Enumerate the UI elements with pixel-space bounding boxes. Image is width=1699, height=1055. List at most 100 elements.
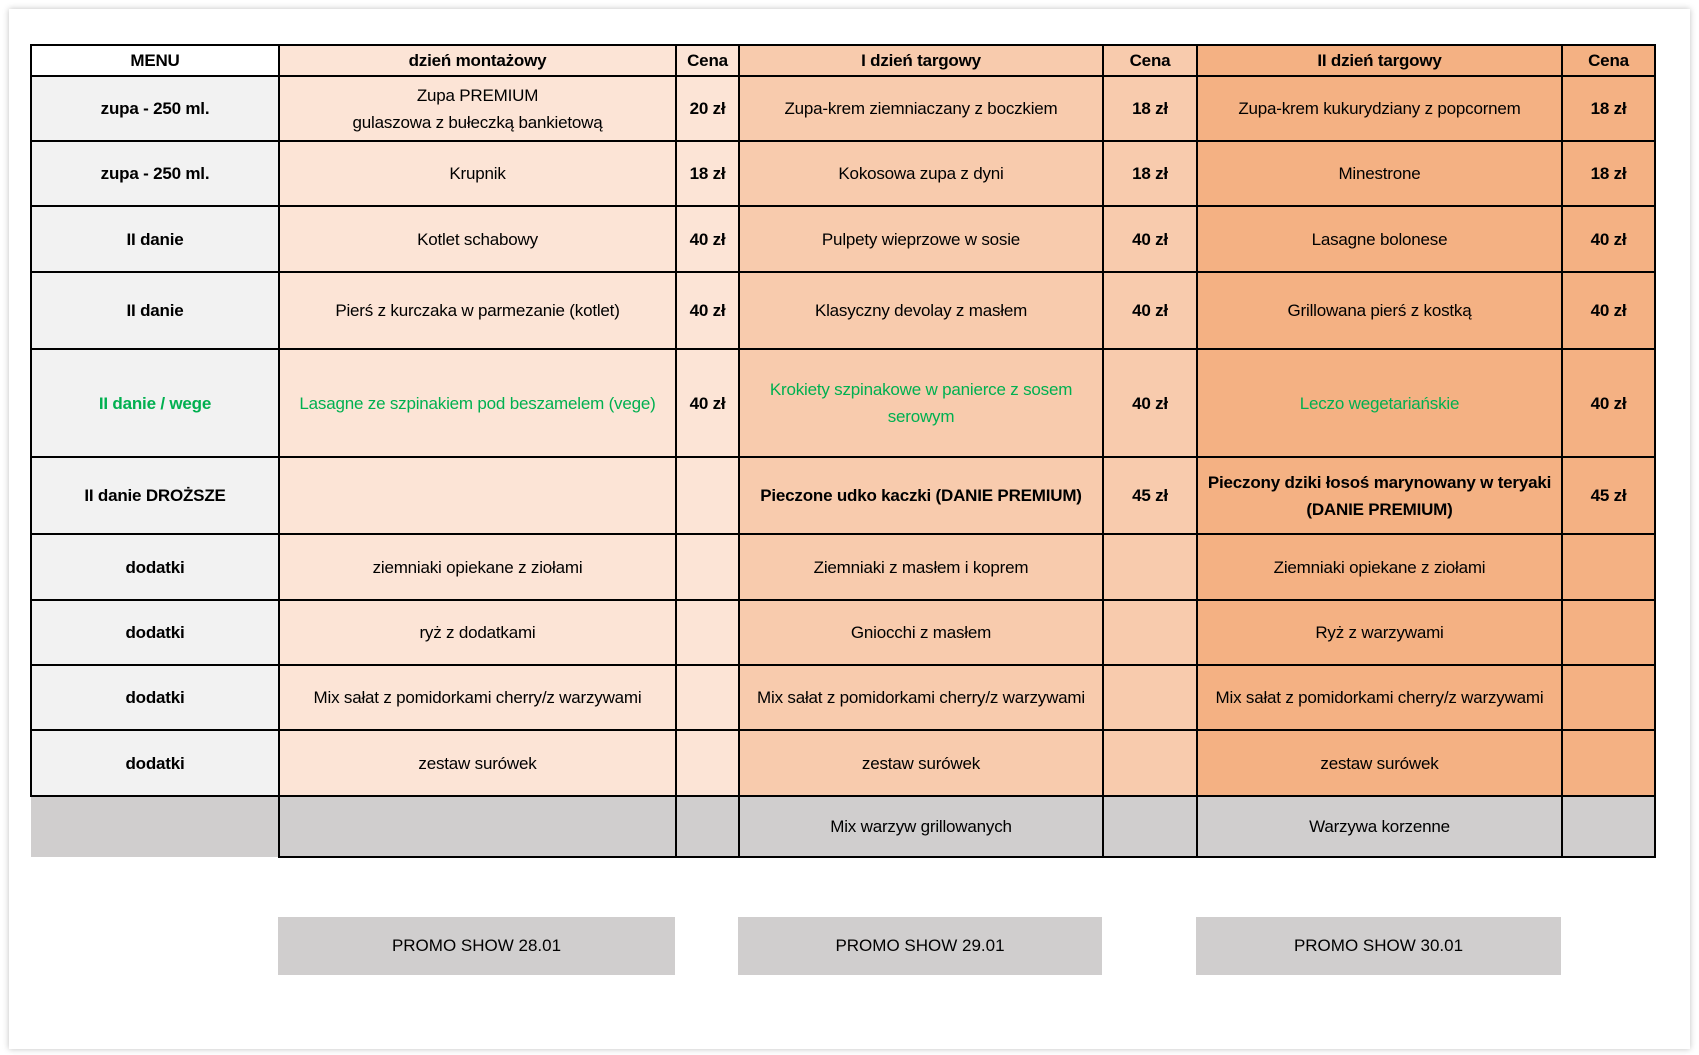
price-day3	[1561, 664, 1656, 731]
header-menu: MENU	[30, 44, 280, 77]
price-day2	[1102, 729, 1198, 797]
header-row: MENU dzień montażowy Cena I dzień targow…	[30, 44, 1656, 77]
price-day3: 18 zł	[1561, 140, 1656, 207]
header-day1: dzień montażowy	[278, 44, 677, 77]
price-day3: 40 zł	[1561, 271, 1656, 350]
price-day3: 40 zł	[1561, 348, 1656, 458]
price-day2: 45 zł	[1102, 456, 1198, 535]
dish-day3: Lasagne bolonese	[1196, 205, 1563, 273]
dish-day3: Ryż z warzywami	[1196, 599, 1563, 666]
menu-row: II danie DROŻSZE Pieczone udko kaczki (DA…	[30, 456, 1656, 535]
dish-day1: Kotlet schabowy	[278, 205, 677, 273]
dish-day2: Gniocchi z masłem	[738, 599, 1104, 666]
price-day1	[675, 456, 740, 535]
promo-show-day3: PROMO SHOW 30.01	[1196, 917, 1561, 975]
row-label: zupa - 250 ml.	[30, 75, 280, 142]
menu-row: dodatki zestaw surówek zestaw surówek zesta…	[30, 729, 1656, 797]
price-day3: 40 zł	[1561, 205, 1656, 273]
price-day1: 20 zł	[675, 75, 740, 142]
dish-day2: Kokosowa zupa z dyni	[738, 140, 1104, 207]
dish-day2: Pulpety wieprzowe w sosie	[738, 205, 1104, 273]
dish-day1: Pierś z kurczaka w parmezanie (kotlet)	[278, 271, 677, 350]
row-label: II danie / wege	[30, 348, 280, 458]
header-day3: II dzień targowy	[1196, 44, 1563, 77]
dish-day2: Mix sałat z pomidorkami cherry/z warzywa…	[738, 664, 1104, 731]
menu-row: zupa - 250 ml. Krupnik 18 zł Kokosowa zupa …	[30, 140, 1656, 207]
dish-day3: Pieczony dziki łosoś marynowany w teryak…	[1196, 456, 1563, 535]
dish-day2: Pieczone udko kaczki (DANIE PREMIUM)	[738, 456, 1104, 535]
dish-day3: Zupa-krem kukurydziany z popcornem	[1196, 75, 1563, 142]
price-day2: 40 zł	[1102, 205, 1198, 273]
dish-day2: Krokiety szpinakowe w panierce z sosem s…	[738, 348, 1104, 458]
promo-show-day2: PROMO SHOW 29.01	[738, 917, 1102, 975]
price-day1	[675, 729, 740, 797]
dish-day2: Klasyczny devolay z masłem	[738, 271, 1104, 350]
dish-day1: Mix sałat z pomidorkami cherry/z warzywa…	[278, 664, 677, 731]
price-day1	[675, 664, 740, 731]
price-day2: 18 zł	[1102, 75, 1198, 142]
extra-price1	[675, 795, 740, 858]
price-day2: 40 zł	[1102, 348, 1198, 458]
header-price2: Cena	[1102, 44, 1198, 77]
menu-row: II danie Pierś z kurczaka w parmezanie (k…	[30, 271, 1656, 350]
dish-day2: zestaw surówek	[738, 729, 1104, 797]
price-day1: 40 zł	[675, 348, 740, 458]
header-price3: Cena	[1561, 44, 1656, 77]
menu-row: dodatki ziemniaki opiekane z ziołami Ziemn…	[30, 533, 1656, 601]
price-day1	[675, 533, 740, 601]
extra-day1	[278, 795, 677, 858]
row-label: dodatki	[30, 599, 280, 666]
dish-day3: Minestrone	[1196, 140, 1563, 207]
row-label: zupa - 250 ml.	[30, 140, 280, 207]
menu-row: II danie / wege Lasagne ze szpinakiem pod…	[30, 348, 1656, 458]
row-label: II danie	[30, 271, 280, 350]
dish-day2: Zupa-krem ziemniaczany z boczkiem	[738, 75, 1104, 142]
header-day2: I dzień targowy	[738, 44, 1104, 77]
extra-day3: Warzywa korzenne	[1196, 795, 1563, 858]
dish-day3: zestaw surówek	[1196, 729, 1563, 797]
price-day3: 45 zł	[1561, 456, 1656, 535]
price-day2: 40 zł	[1102, 271, 1198, 350]
price-day1: 40 zł	[675, 205, 740, 273]
dish-day1: Zupa PREMIUM gulaszowa z bułeczką bankie…	[278, 75, 677, 142]
menu-row: zupa - 250 ml. Zupa PREMIUM gulaszowa z b…	[30, 75, 1656, 142]
dish-day3: Leczo wegetariańskie	[1196, 348, 1563, 458]
header-price1: Cena	[675, 44, 740, 77]
price-day1	[675, 599, 740, 666]
price-day2	[1102, 533, 1198, 601]
extra-row: Mix warzyw grillowanych Warzywa korzenne	[31, 795, 1656, 858]
dish-day3: Grillowana pierś z kostką	[1196, 271, 1563, 350]
menu-row: dodatki ryż z dodatkami Gniocchi z masłem R…	[30, 599, 1656, 666]
price-day2: 18 zł	[1102, 140, 1198, 207]
menu-row: II danie Kotlet schabowy 40 zł Pulpety wiep…	[30, 205, 1656, 273]
price-day1: 40 zł	[675, 271, 740, 350]
price-day3	[1561, 533, 1656, 601]
row-label: dodatki	[30, 664, 280, 731]
price-day2	[1102, 599, 1198, 666]
extra-label-cell	[31, 795, 279, 857]
dish-day3: Mix sałat z pomidorkami cherry/z warzywa…	[1196, 664, 1563, 731]
row-label: dodatki	[30, 729, 280, 797]
dish-day1	[278, 456, 677, 535]
price-day3: 18 zł	[1561, 75, 1656, 142]
price-day3	[1561, 599, 1656, 666]
dish-day3: Ziemniaki opiekane z ziołami	[1196, 533, 1563, 601]
dish-day1: ryż z dodatkami	[278, 599, 677, 666]
price-day1: 18 zł	[675, 140, 740, 207]
extra-day2: Mix warzyw grillowanych	[738, 795, 1104, 858]
row-label: dodatki	[30, 533, 280, 601]
dish-day2: Ziemniaki z masłem i koprem	[738, 533, 1104, 601]
extra-price2	[1102, 795, 1198, 858]
dish-day1: Lasagne ze szpinakiem pod beszamelem (ve…	[278, 348, 677, 458]
dish-day1: zestaw surówek	[278, 729, 677, 797]
price-day3	[1561, 729, 1656, 797]
row-label: II danie	[30, 205, 280, 273]
extra-price3	[1561, 795, 1656, 858]
promo-show-day1: PROMO SHOW 28.01	[278, 917, 675, 975]
price-day2	[1102, 664, 1198, 731]
dish-day1: ziemniaki opiekane z ziołami	[278, 533, 677, 601]
row-label: II danie DROŻSZE	[30, 456, 280, 535]
dish-day1: Krupnik	[278, 140, 677, 207]
menu-table: MENU dzień montażowy Cena I dzień targow…	[30, 44, 1656, 858]
menu-row: dodatki Mix sałat z pomidorkami cherry/z …	[30, 664, 1656, 731]
